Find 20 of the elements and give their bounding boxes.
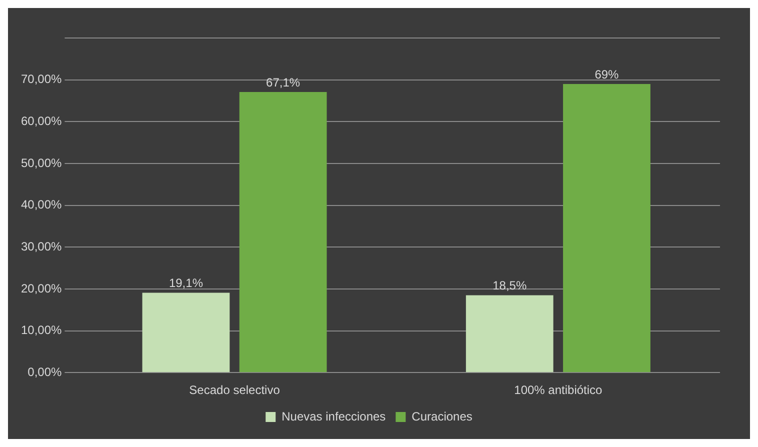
data-label: 69% [594,67,620,82]
bar [563,84,650,372]
x-tick-label: 100% antibiótico [514,383,603,398]
y-tick-label: 30,00% [20,239,62,254]
y-tick-label: 20,00% [20,281,62,296]
y-tick-label: 50,00% [20,156,62,170]
legend-label: Nuevas infecciones [282,409,386,424]
bar [142,292,230,372]
legend-label: Curaciones [412,409,472,424]
data-label: 67,1% [266,75,300,90]
y-tick-label: 60,00% [20,114,62,128]
data-label: 18,5% [492,278,527,293]
y-tick-label: 10,00% [20,323,62,338]
y-tick-label: 70,00% [20,72,62,86]
bar [239,92,327,372]
y-tick-label: 0,00% [28,364,62,379]
y-tick-label: 40,00% [20,198,62,212]
x-tick-label: Secado selectivo [189,383,280,398]
bar [466,295,554,372]
data-label: 19,1% [168,276,204,290]
